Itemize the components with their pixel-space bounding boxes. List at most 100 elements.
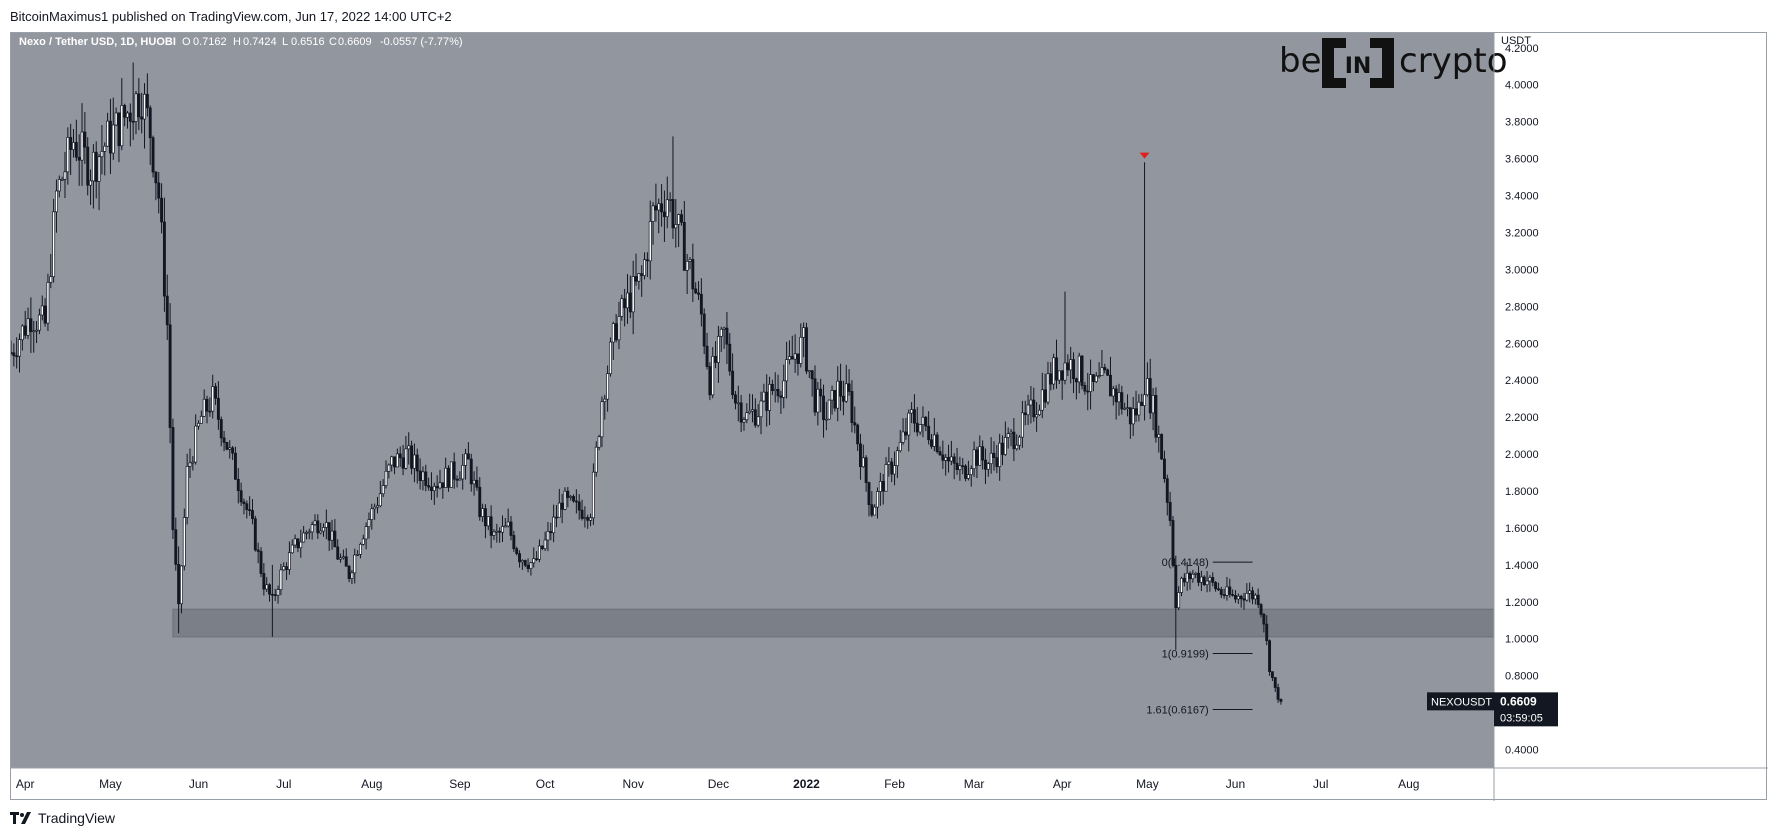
candle-body: [1072, 359, 1075, 380]
candle-body: [739, 402, 743, 423]
candle: [256, 542, 260, 564]
candle-body: [893, 465, 896, 475]
candle: [924, 415, 928, 432]
candle-body: [18, 339, 21, 357]
candle-body: [293, 538, 297, 546]
candle: [947, 444, 950, 473]
candle-body: [915, 422, 919, 433]
candle: [583, 506, 587, 528]
candle-body: [177, 564, 181, 605]
candle-body: [654, 205, 658, 211]
candle: [259, 547, 263, 578]
candle: [489, 505, 493, 549]
candle-body: [1268, 640, 1272, 673]
candle: [1063, 291, 1067, 385]
candle: [509, 516, 513, 541]
candle-body: [435, 485, 439, 489]
candle: [1174, 555, 1178, 650]
candle-body: [640, 273, 644, 276]
candle: [268, 583, 271, 602]
candle-body: [1234, 595, 1237, 600]
candle: [773, 372, 777, 403]
candle: [603, 394, 607, 420]
candle: [293, 534, 297, 549]
candle-body: [472, 479, 476, 485]
candle: [231, 446, 235, 460]
x-tick-label: Mar: [964, 777, 985, 791]
candle-body: [995, 457, 999, 467]
candle: [262, 563, 266, 596]
price-chart[interactable]: 0(1.4148) 1(0.9199) 1.61(0.6167) Nexo / Te…: [11, 33, 1768, 801]
candle: [483, 504, 487, 539]
candle: [211, 374, 215, 419]
candle-body: [489, 516, 493, 536]
candle: [486, 516, 490, 531]
candle: [560, 493, 564, 524]
candle-body: [1077, 355, 1081, 383]
candle-body: [728, 343, 732, 372]
candle: [472, 471, 476, 496]
candle: [1165, 474, 1169, 516]
candle: [1126, 394, 1129, 417]
candle-body: [364, 526, 368, 540]
candle-body: [157, 182, 161, 199]
candle-body: [49, 276, 53, 283]
candle: [347, 564, 351, 583]
candle-body: [1225, 586, 1229, 596]
last-price-label: NEXOUSDT 0.6609 03:59:05: [1427, 692, 1558, 727]
candle: [705, 332, 709, 370]
candle: [367, 512, 371, 539]
candle: [819, 378, 823, 413]
candle: [464, 448, 468, 480]
candle: [859, 433, 862, 480]
candle-body: [80, 131, 84, 161]
candle-body: [148, 107, 152, 139]
candle-body: [330, 530, 334, 541]
candle-body: [1083, 385, 1087, 392]
candle: [535, 551, 539, 562]
candle-body: [248, 509, 252, 511]
candle: [526, 558, 530, 573]
candle: [18, 333, 21, 373]
candle: [668, 192, 672, 213]
y-tick-label: 2.2000: [1505, 412, 1539, 424]
candle-body: [589, 517, 593, 521]
candle-body: [1211, 577, 1215, 583]
candle-body: [984, 459, 987, 470]
y-tick-label: 3.6000: [1505, 154, 1539, 166]
candle: [986, 461, 990, 477]
candle: [768, 376, 771, 426]
candle: [49, 253, 53, 289]
candle: [949, 440, 953, 466]
candle-body: [1091, 374, 1095, 382]
candle-body: [1057, 370, 1061, 381]
candle: [984, 448, 987, 485]
candle-body: [606, 373, 610, 400]
candle: [782, 364, 786, 409]
legend-c-label: C: [329, 36, 337, 48]
candle: [520, 559, 524, 570]
candle-body: [532, 558, 536, 564]
candle: [89, 169, 92, 205]
candle: [1057, 370, 1061, 385]
candle: [921, 406, 925, 438]
candle: [26, 307, 30, 340]
x-axis[interactable]: Apr May Jun Jul Aug Sep Oct Nov Dec 2022 Feb Mar Apr…: [16, 777, 1420, 791]
candle: [589, 513, 593, 527]
candle: [1117, 383, 1121, 416]
y-axis[interactable]: 4.2000 4.0000 3.8000 3.6000 3.4000 3.2000 3.00…: [1505, 43, 1539, 757]
candle: [563, 487, 567, 511]
candle: [1239, 594, 1243, 608]
candle: [1020, 400, 1024, 448]
candle: [861, 444, 865, 468]
candle: [998, 433, 1002, 481]
candle: [694, 282, 698, 295]
candle: [830, 385, 834, 415]
candle: [805, 322, 808, 375]
chart-frame[interactable]: 0(1.4148) 1(0.9199) 1.61(0.6167) Nexo / Te…: [10, 32, 1768, 801]
candle-body: [501, 526, 504, 533]
candle-body: [552, 516, 556, 534]
candle-body: [518, 553, 521, 563]
candle-body: [836, 380, 840, 409]
candle: [441, 482, 445, 499]
